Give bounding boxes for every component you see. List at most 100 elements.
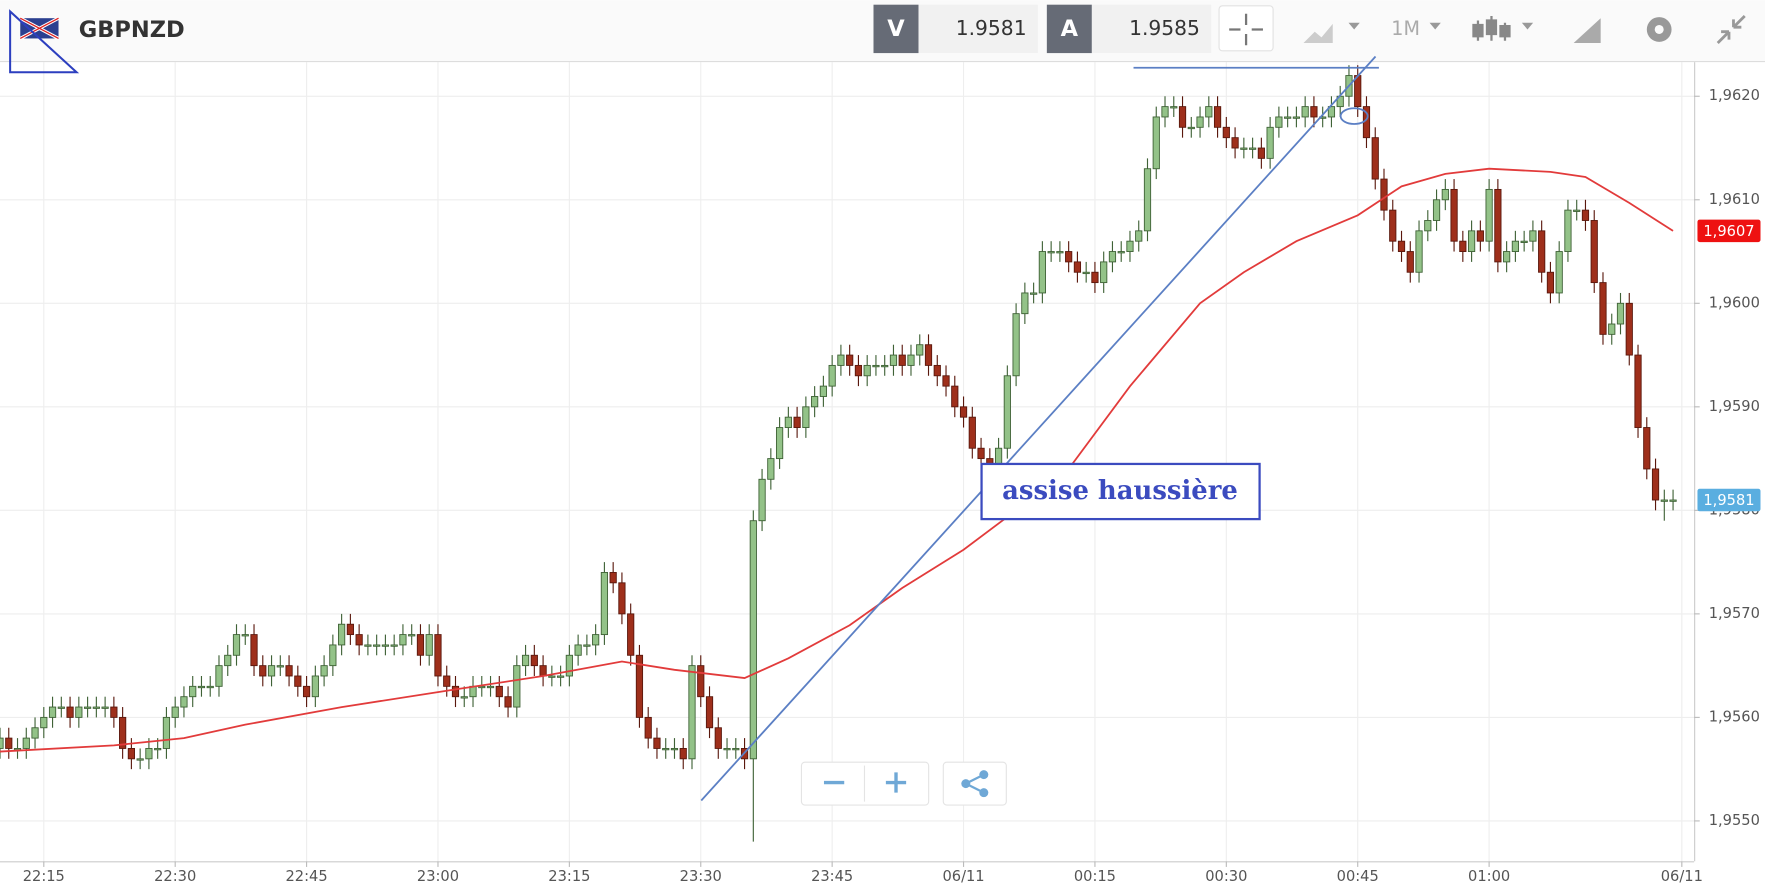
candle-body [1555,251,1563,294]
candle-body [1590,220,1598,284]
candle-body [565,654,573,677]
candle-body [1476,230,1484,242]
candle-body [110,706,118,718]
candle-body [75,706,83,718]
candle-body [811,396,819,408]
candle-body [793,416,801,428]
annotation-box [980,462,1261,521]
candle-body [539,665,547,677]
candle-body [697,665,705,698]
x-tick-label: 06/11 [942,868,984,885]
candle-body [1485,188,1493,242]
candle-body [1389,209,1397,242]
candle-body [1371,137,1379,180]
candle-body [977,447,985,460]
bid-label[interactable]: V [887,16,905,42]
ask-price[interactable]: 1.9585 [1129,16,1200,40]
dropdown-caret[interactable] [1348,22,1360,30]
chart-type-icon[interactable] [1303,23,1333,43]
bid-price[interactable]: 1.9581 [956,16,1027,40]
candle-body [127,748,135,760]
y-tick-label: 1,9570 [1709,605,1760,622]
candle-body [1310,106,1318,118]
candle-body [1240,147,1248,150]
candle-body [968,416,976,449]
candle-body [373,644,381,647]
candle-body [1003,375,1011,449]
candle-body [5,737,13,749]
share-dot[interactable] [961,779,971,789]
candle-body [1170,106,1178,109]
candle-body [171,706,179,718]
share-box[interactable] [942,761,1007,806]
ma-price-badge-label: 1,9607 [1703,223,1754,240]
share-dot[interactable] [979,788,989,798]
candle-body [1450,188,1458,242]
candle-body [451,685,460,698]
symbol: GBPNZD [79,17,185,43]
candle-body [22,737,30,749]
candle-body [732,748,740,751]
candle-body [1625,302,1633,356]
candle-body [346,623,354,636]
candle-body [180,696,188,708]
candle-body [215,665,223,687]
bid-box[interactable] [918,4,1038,54]
ask-box[interactable] [1091,4,1212,54]
timeframe[interactable]: 1M [1391,17,1420,40]
candle-body [1651,468,1660,501]
candle-body [443,675,451,687]
bid-label-box[interactable] [873,4,919,54]
collapse-icon[interactable] [1716,14,1746,44]
candle-body [530,654,538,667]
share-dot[interactable] [979,770,989,780]
drawing-icon[interactable] [1573,18,1601,43]
dropdown-caret[interactable] [1521,22,1534,30]
candle-body [434,634,442,677]
highlight-ellipse [1339,107,1369,125]
candle-body [1616,302,1625,325]
candle-body [40,716,48,729]
candle-body [83,706,92,709]
candle-body [1327,106,1336,118]
candle-body [583,644,591,647]
x-tick-label: 06/11 [1661,868,1703,885]
candle-body [907,354,915,366]
candle-body [819,385,827,397]
candle-body [329,644,337,667]
candle-body [478,685,486,689]
candle-body [1669,499,1677,502]
candle-body [66,706,74,718]
flag-cross [19,17,59,40]
candle-body [355,634,363,646]
candle-body [1397,240,1406,252]
ask-label[interactable]: A [1061,16,1079,42]
crosshair-button[interactable] [1218,5,1274,52]
candle-body [1520,240,1528,243]
candle-body [916,344,924,356]
candle-body [513,665,521,708]
zoom-in[interactable] [885,772,907,793]
last-price-badge [1697,488,1761,512]
candle-body [1196,116,1204,128]
candle-body [1275,116,1283,128]
candle-body [285,665,293,677]
candle-body [1117,251,1125,254]
crosshair-icon[interactable] [1229,13,1263,46]
ask-label-box[interactable] [1046,4,1092,54]
candle-body [1213,106,1222,128]
dropdown-caret[interactable] [1429,22,1441,30]
candle-body [1415,230,1423,273]
candle-body [837,354,845,366]
candle-body [1231,137,1239,149]
annotation-triangle [9,9,80,74]
candles-icon[interactable] [1472,15,1511,41]
candle-body [592,634,600,646]
ma-price-badge [1697,219,1761,243]
candle-body [767,458,775,480]
candle-body [600,572,609,636]
candle-body [1511,240,1519,252]
candle-body [1030,292,1038,295]
candle-body [705,696,714,729]
button-bg[interactable] [1218,5,1274,52]
